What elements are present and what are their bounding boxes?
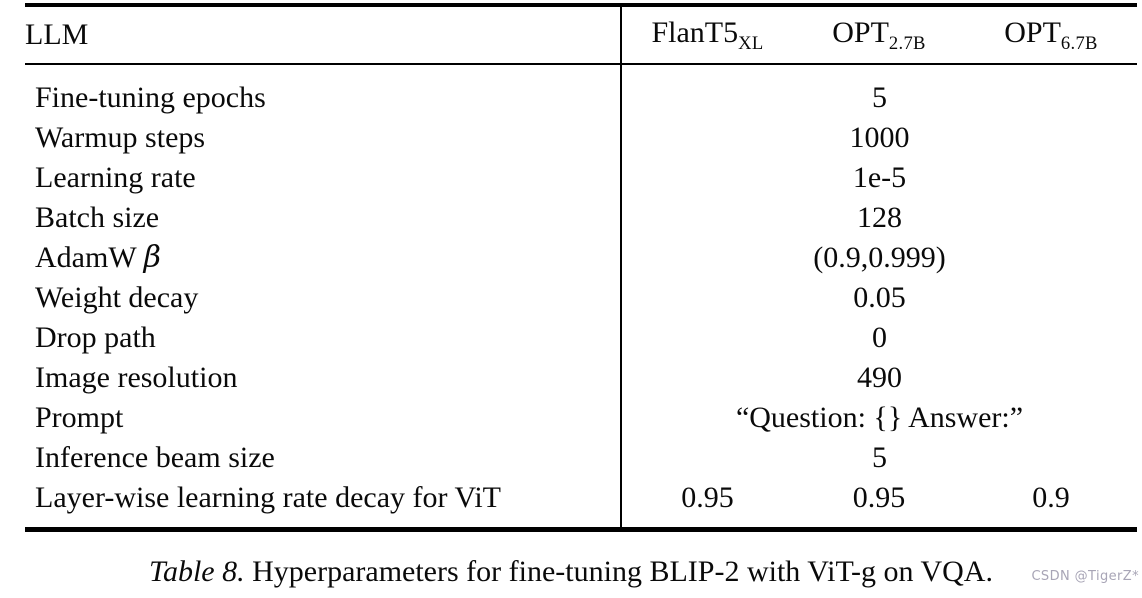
row-value: 0.05 xyxy=(853,281,906,314)
hyperparameter-table: LLM FlanT5XL OPT2.7B OPT6.7B Fine-tuning… xyxy=(25,3,1137,532)
caption-label: Table 8. xyxy=(149,555,245,588)
table-row: Weight decay 0.05 xyxy=(25,278,1137,318)
row-value: 5 xyxy=(872,81,887,114)
table-row: Layer-wise learning rate decay for ViT 0.… xyxy=(25,478,1137,530)
table-row: AdamW β (0.9,0.999) xyxy=(25,238,1137,278)
row-label: Layer-wise learning rate decay for ViT xyxy=(25,478,622,530)
row-value: 1e-5 xyxy=(852,161,907,194)
row-label: Learning rate xyxy=(25,158,622,198)
caption-text: Hyperparameters for fine-tuning BLIP-2 w… xyxy=(252,555,993,588)
row-label: Batch size xyxy=(25,198,622,238)
row-value: 0.95 xyxy=(852,481,906,514)
row-value: 490 xyxy=(857,361,902,394)
model-name: OPT xyxy=(1004,15,1061,49)
row-label: Drop path xyxy=(25,318,622,358)
row-value: 5 xyxy=(872,441,887,474)
model-size-subscript: 2.7B xyxy=(888,32,926,54)
table-body: Fine-tuning epochs 5 Warmup steps 1000 Learn… xyxy=(25,64,1137,530)
row-label: AdamW β xyxy=(25,238,622,278)
table-caption: Table 8. Hyperparameters for fine-tuning… xyxy=(0,553,1142,591)
row-value: 1000 xyxy=(849,121,910,154)
table-row: Warmup steps 1000 xyxy=(25,118,1137,158)
watermark: CSDN @TigerZ* xyxy=(1031,569,1139,584)
row-label: Inference beam size xyxy=(25,438,622,478)
table-row: Drop path 0 xyxy=(25,318,1137,358)
table-row: Learning rate 1e-5 xyxy=(25,158,1137,198)
table-row: Prompt “Question: {} Answer:” xyxy=(25,398,1137,438)
header-llm: LLM xyxy=(25,5,622,65)
row-value: (0.9,0.999) xyxy=(813,241,946,274)
table-row: Image resolution 490 xyxy=(25,358,1137,398)
row-label: Prompt xyxy=(25,398,622,438)
row-label: Warmup steps xyxy=(25,118,622,158)
table-row: Batch size 128 xyxy=(25,198,1137,238)
row-value: 0.9 xyxy=(1032,481,1070,514)
table-row: Fine-tuning epochs 5 xyxy=(25,64,1137,118)
row-value: “Question: {} Answer:” xyxy=(735,401,1024,434)
row-value: 128 xyxy=(857,201,902,234)
row-value: 0.95 xyxy=(681,481,734,514)
model-size-subscript: XL xyxy=(738,32,764,54)
model-name: OPT xyxy=(832,15,889,49)
header-opt67b: OPT6.7B xyxy=(965,5,1137,65)
model-name: FlanT5 xyxy=(651,15,739,49)
model-size-subscript: 6.7B xyxy=(1060,32,1098,54)
row-label: Fine-tuning epochs xyxy=(25,64,622,118)
row-label: Weight decay xyxy=(25,278,622,318)
row-value: 0 xyxy=(872,321,887,354)
table-row: Inference beam size 5 xyxy=(25,438,1137,478)
header-opt27b: OPT2.7B xyxy=(793,5,965,65)
row-label: Image resolution xyxy=(25,358,622,398)
header-row: LLM FlanT5XL OPT2.7B OPT6.7B xyxy=(25,5,1137,65)
header-flant5xl: FlanT5XL xyxy=(621,5,793,65)
